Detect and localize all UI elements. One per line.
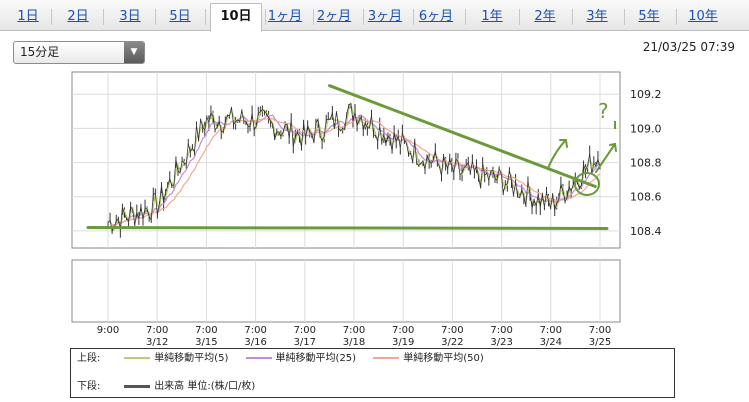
chart-legend: 上段: 単純移動平均(5) 単純移動平均(25) 単純移動平均(50) 下段: … [70,348,675,398]
x-tick-time: 7:00 [244,325,266,336]
tab-separator [363,9,364,25]
y-tick-label: 109.2 [630,88,662,101]
legend-upper-row: 上段: 単純移動平均(5) 単純移動平均(25) 単純移動平均(50) [77,352,498,366]
chevron-down-icon: ▼ [124,42,144,63]
x-tick-date: 3/24 [540,337,562,348]
x-tick-date: 3/18 [343,337,365,348]
legend-ma50-text: 単純移動平均(50) [403,353,484,364]
x-tick-date: 3/19 [392,337,414,348]
tab-separator [205,9,206,25]
price-line [107,102,601,233]
x-tick-date: 3/16 [244,337,266,348]
legend-swatch-ma50 [373,357,400,359]
y-tick-label: 109.0 [630,122,662,135]
timestamp: 21/03/25 07:39 [642,40,735,54]
ma-line-16 [107,117,601,226]
tab-5[interactable]: 1ヶ月 [267,9,303,24]
tab-0[interactable]: 1日 [17,9,39,24]
x-tick-time: 7:00 [343,325,365,336]
tab-separator [103,9,104,25]
tab-6[interactable]: 2ヶ月 [316,9,352,24]
legend-ma5-text: 単純移動平均(5) [154,353,229,364]
legend-volume-text: 出来高 単位:(株/口/枚) [154,381,256,392]
arrow-up-left-icon [547,139,568,169]
x-tick-date: 3/17 [294,337,316,348]
tab-11[interactable]: 3年 [586,9,608,24]
tab-7[interactable]: 3ヶ月 [367,9,403,24]
tab-separator [313,9,314,25]
arrow-up-right-icon [595,142,617,173]
period-tab-bar: 1日 2日 3日 5日 10日 1ヶ月 2ヶ月 3ヶ月 6ヶ月 1年 2年 3年 5年 10年 [0,0,749,32]
legend-item-ma50: 単純移動平均(50) [373,352,484,366]
tab-separator [465,9,466,25]
question-annotation: ? [598,99,609,123]
x-tick-time: 7:00 [441,325,463,336]
x-tick-date: 3/22 [441,337,463,348]
interval-select-value: 15分足 [20,45,60,59]
x-tick-time: 7:00 [540,325,562,336]
legend-item-ma25: 単純移動平均(25) [245,352,357,366]
volume-panel [71,259,621,323]
tab-13[interactable]: 10年 [688,9,718,24]
legend-item-ma5: 単純移動平均(5) [124,352,228,366]
legend-ma25-text: 単純移動平均(25) [275,353,357,364]
legend-item-volume: 出来高 単位:(株/口/枚) [124,380,255,394]
tab-separator [51,9,52,25]
y-tick-label: 108.8 [630,157,662,170]
tab-12[interactable]: 5年 [638,9,660,24]
tab-separator [624,9,625,25]
legend-lower-label: 下段: [77,381,101,392]
support-line [86,225,609,230]
x-tick-date: 3/25 [589,337,611,348]
x-tick-time: 7:00 [195,325,217,336]
tab-separator [265,9,266,25]
x-tick-time: 9:00 [97,325,119,336]
interval-select[interactable]: 15分足 ▼ [13,41,145,64]
breakout-circle [574,172,600,196]
tab-separator [676,9,677,25]
legend-swatch-volume [124,384,151,388]
tab-separator [519,9,520,25]
legend-lower-row: 下段: 出来高 単位:(株/口/枚) [77,380,269,394]
x-tick-time: 7:00 [146,325,168,336]
tab-2[interactable]: 3日 [119,9,141,24]
tab-3[interactable]: 5日 [169,9,191,24]
x-tick-time: 7:00 [294,325,316,336]
x-tick-time: 7:00 [589,325,611,336]
tab-separator [413,9,414,25]
tab-10[interactable]: 2年 [534,9,556,24]
tab-8[interactable]: 6ヶ月 [418,9,454,24]
legend-upper-label: 上段: [77,353,101,364]
x-tick-date: 3/23 [490,337,512,348]
x-tick-date: 3/15 [195,337,217,348]
y-tick-label: 108.4 [630,225,662,238]
tab-separator [572,9,573,25]
tab-9[interactable]: 1年 [481,9,503,24]
y-tick-label: 108.6 [630,191,662,204]
x-tick-time: 7:00 [490,325,512,336]
legend-swatch-ma25 [245,357,272,359]
tab-separator [155,9,156,25]
price-panel [71,71,621,249]
tab-4[interactable]: 10日 [210,3,262,32]
tab-1[interactable]: 2日 [67,9,89,24]
ma-line-8 [107,114,601,226]
x-tick-time: 7:00 [392,325,414,336]
x-tick-date: 3/12 [146,337,168,348]
resistance-trendline [328,84,597,188]
legend-swatch-ma5 [124,357,151,359]
